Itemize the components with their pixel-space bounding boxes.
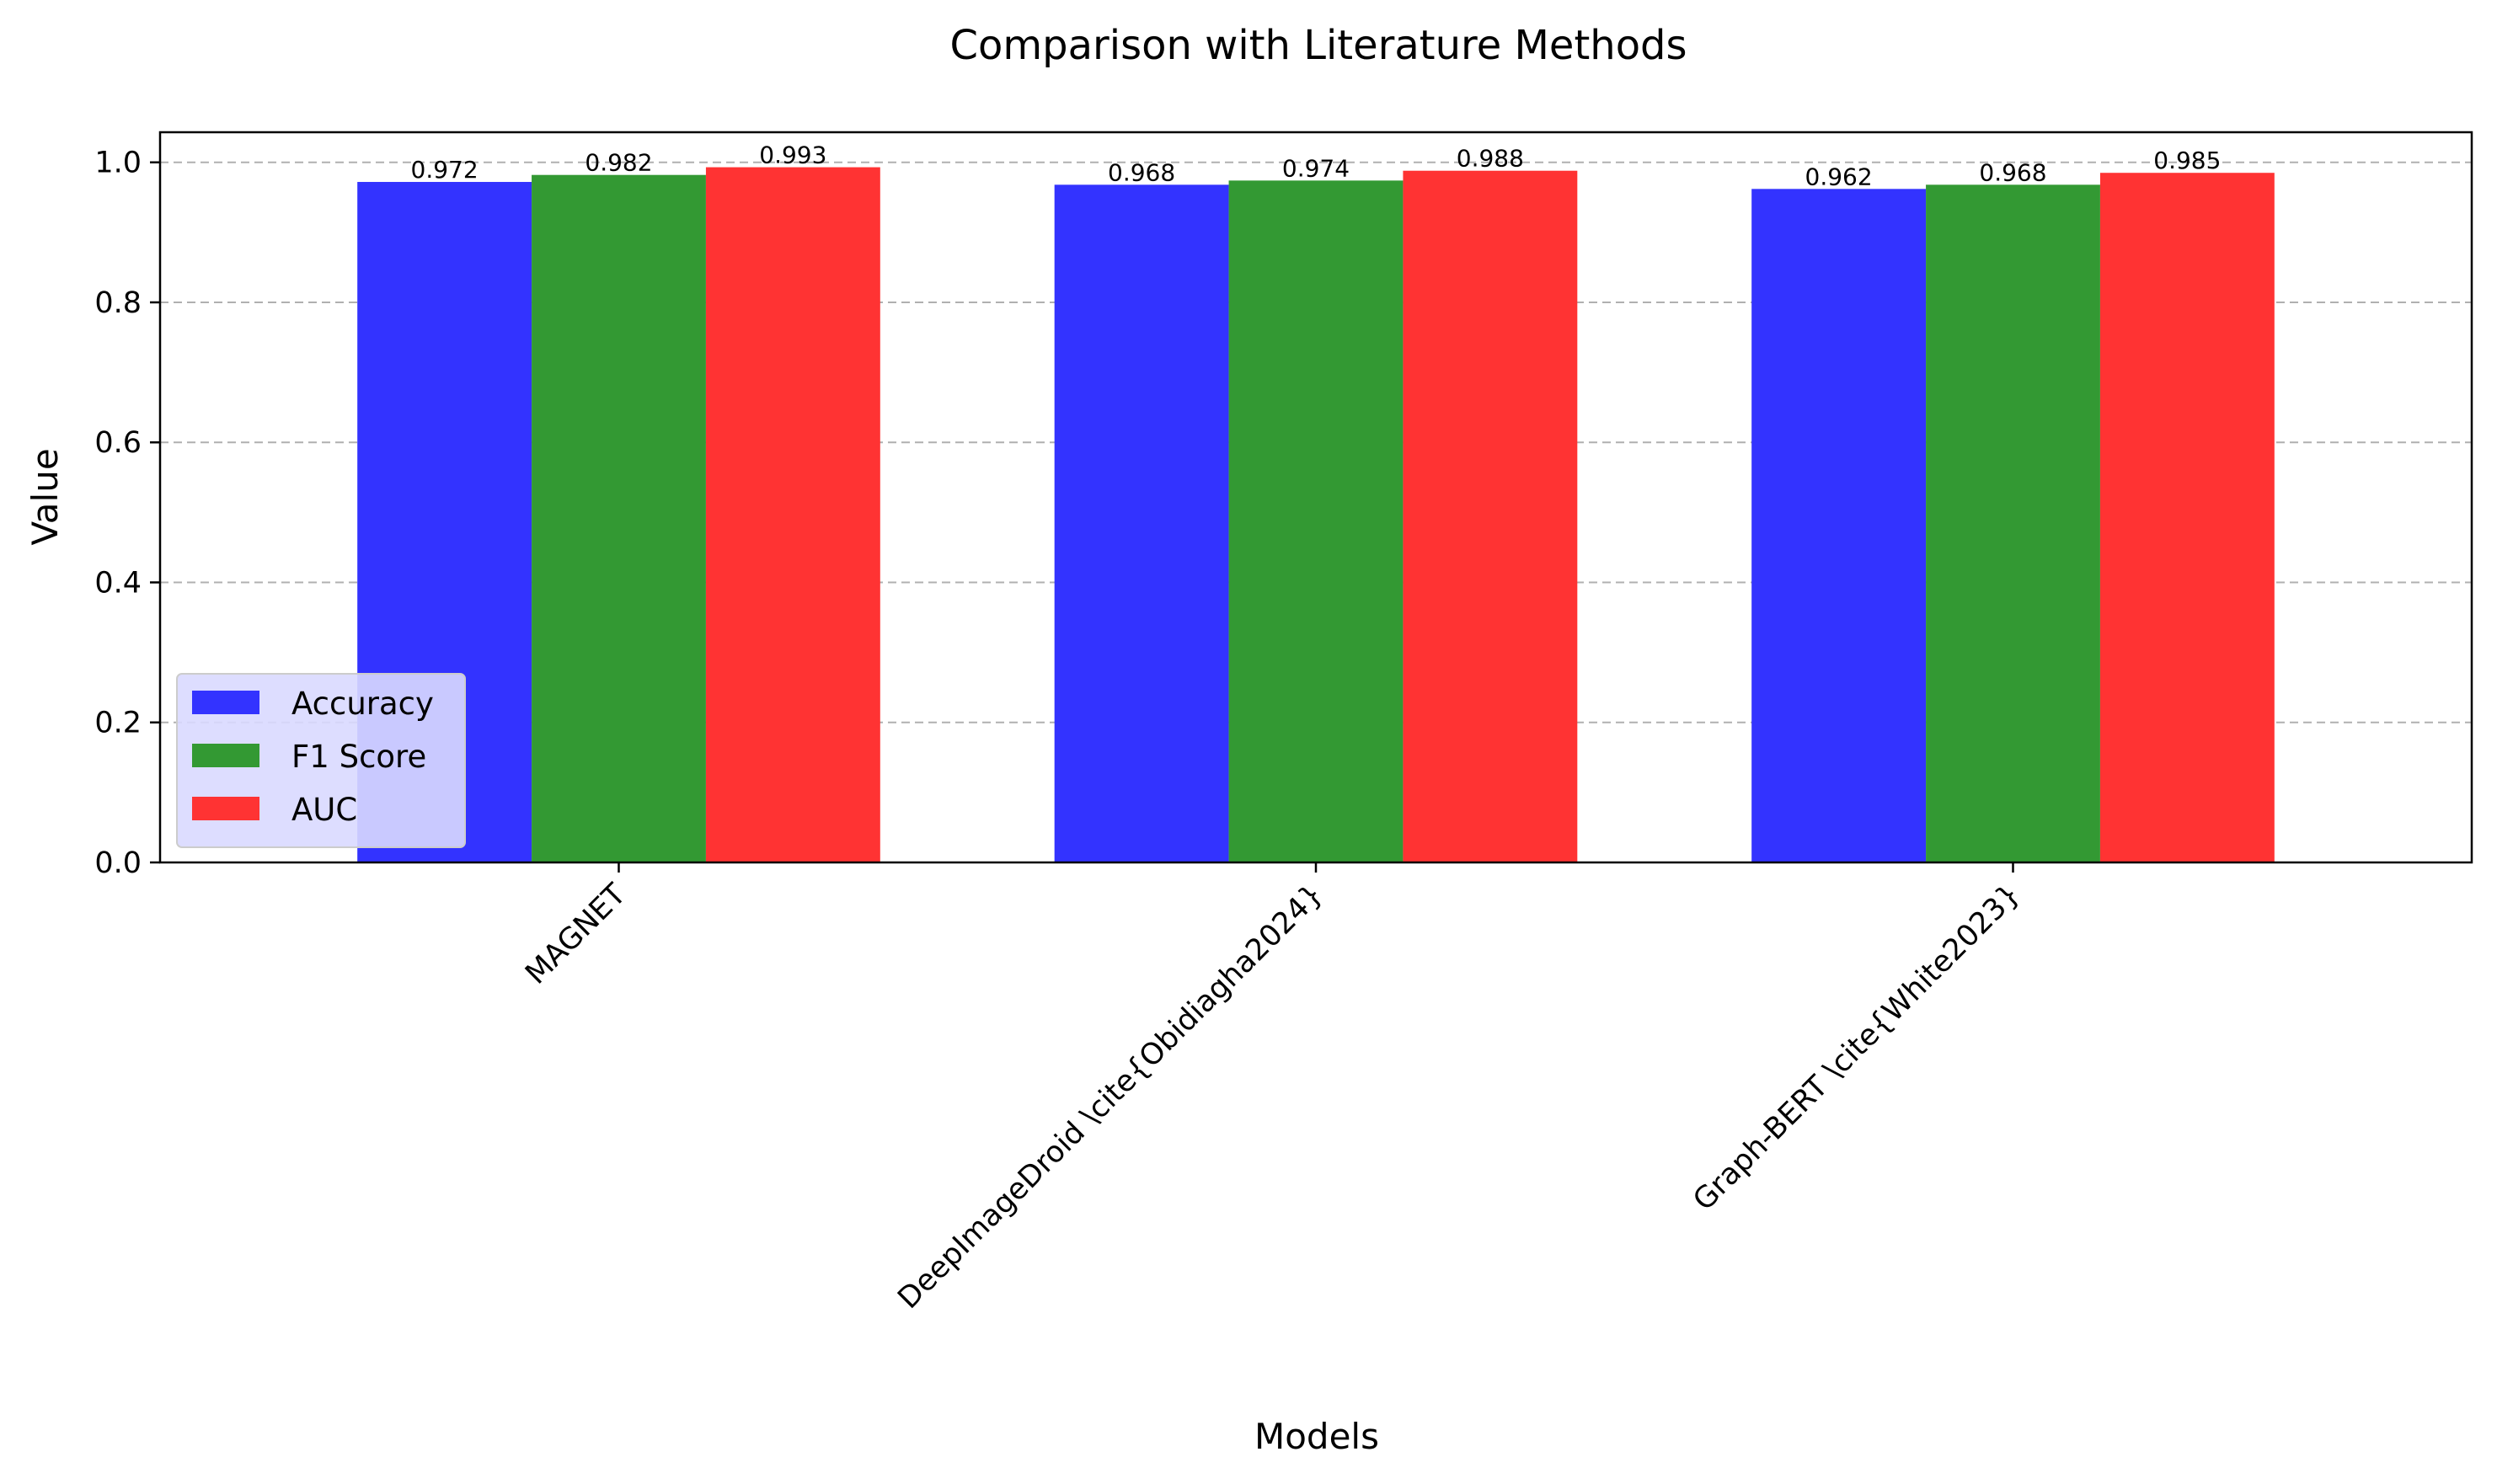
legend-swatch (192, 744, 259, 767)
bar-value-label: 0.974 (1282, 154, 1350, 182)
x-tick-label: DeepImageDroid \cite{Obidiagha2024} (891, 878, 1329, 1316)
chart-title: Comparison with Literature Methods (949, 22, 1687, 69)
y-tick-label: 0.2 (94, 707, 142, 740)
bar-accuracy (1054, 184, 1229, 863)
legend-swatch (192, 691, 259, 714)
bar-value-labels: 0.972 0.968 0.962 0.982 0.974 0.968 0.993 0.988… (411, 141, 2222, 191)
y-tick-label: 0.4 (94, 566, 142, 600)
y-tick-label: 0.6 (94, 426, 142, 460)
x-tick-label: MAGNET (519, 878, 633, 991)
bar-value-label: 0.982 (585, 149, 652, 177)
bar-accuracy (1751, 189, 1927, 863)
bar-value-label: 0.962 (1805, 163, 1873, 190)
bar-value-label: 0.972 (411, 156, 479, 184)
bar-value-label: 0.988 (1457, 145, 1524, 173)
bar-value-label: 0.985 (2153, 147, 2221, 174)
bar-auc (1403, 170, 1578, 862)
bar-f1-score (1228, 180, 1404, 862)
y-axis-ticks: 0.0 0.2 0.4 0.6 0.8 1.0 (94, 147, 160, 880)
legend-swatch (192, 797, 259, 820)
y-tick-label: 0.0 (94, 846, 142, 880)
y-axis-label: Value (24, 448, 66, 545)
x-axis-label: Models (1254, 1416, 1379, 1457)
bar-auc (705, 167, 880, 862)
bar-value-label: 0.968 (1979, 158, 2046, 186)
bar-f1-score (532, 174, 706, 863)
bars (357, 167, 2275, 863)
bar-auc (2099, 173, 2275, 863)
legend-label: AUC (291, 792, 357, 828)
y-tick-label: 0.8 (94, 286, 142, 320)
y-tick-label: 1.0 (94, 147, 142, 180)
legend-label: Accuracy (291, 686, 434, 722)
bar-value-label: 0.993 (759, 141, 826, 169)
x-tick-label: Graph-BERT \cite{White2023} (1687, 878, 2026, 1217)
bar-value-label: 0.968 (1108, 158, 1175, 186)
legend: Accuracy F1 Score AUC (176, 673, 466, 848)
x-axis-ticks: MAGNET DeepImageDroid \cite{Obidiagha2024… (519, 862, 2027, 1316)
legend-label: F1 Score (291, 739, 426, 775)
bar-f1-score (1926, 184, 2100, 863)
